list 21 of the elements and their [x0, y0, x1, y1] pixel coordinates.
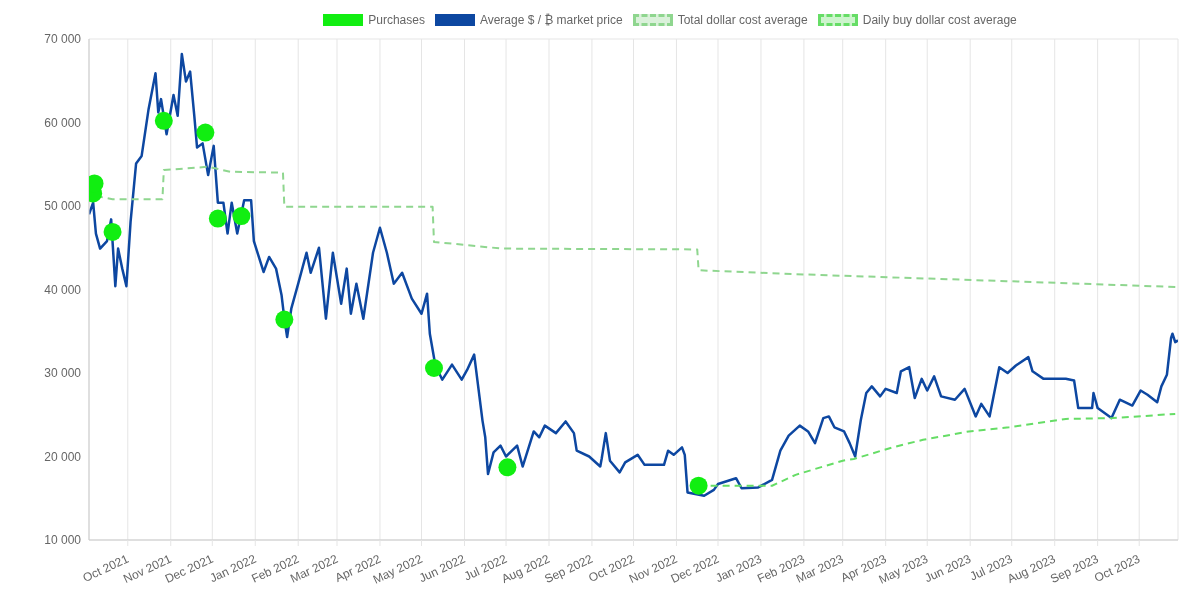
- legend-label: Average $ / ₿ market price: [478, 13, 623, 27]
- y-tick-label: 10 000: [44, 533, 82, 548]
- y-tick-label: 70 000: [44, 32, 82, 47]
- point: [424, 358, 443, 377]
- legend-label: Daily buy dollar cost average: [861, 13, 1017, 27]
- point: [275, 310, 294, 329]
- y-tick-label: 50 000: [44, 199, 82, 214]
- point: [208, 209, 227, 228]
- y-tick-label: 30 000: [44, 366, 82, 381]
- point: [103, 222, 122, 241]
- point: [232, 207, 251, 226]
- legend-label: Purchases: [367, 13, 425, 27]
- y-tick-label: 40 000: [44, 282, 82, 297]
- point: [689, 476, 708, 495]
- y-tick-label: 60 000: [44, 115, 82, 130]
- legend-label: Total dollar cost average: [676, 13, 808, 27]
- point: [498, 458, 517, 477]
- point: [154, 111, 173, 130]
- point: [196, 123, 215, 142]
- line-series: [89, 52, 1178, 497]
- y-tick-label: 20 000: [44, 449, 82, 464]
